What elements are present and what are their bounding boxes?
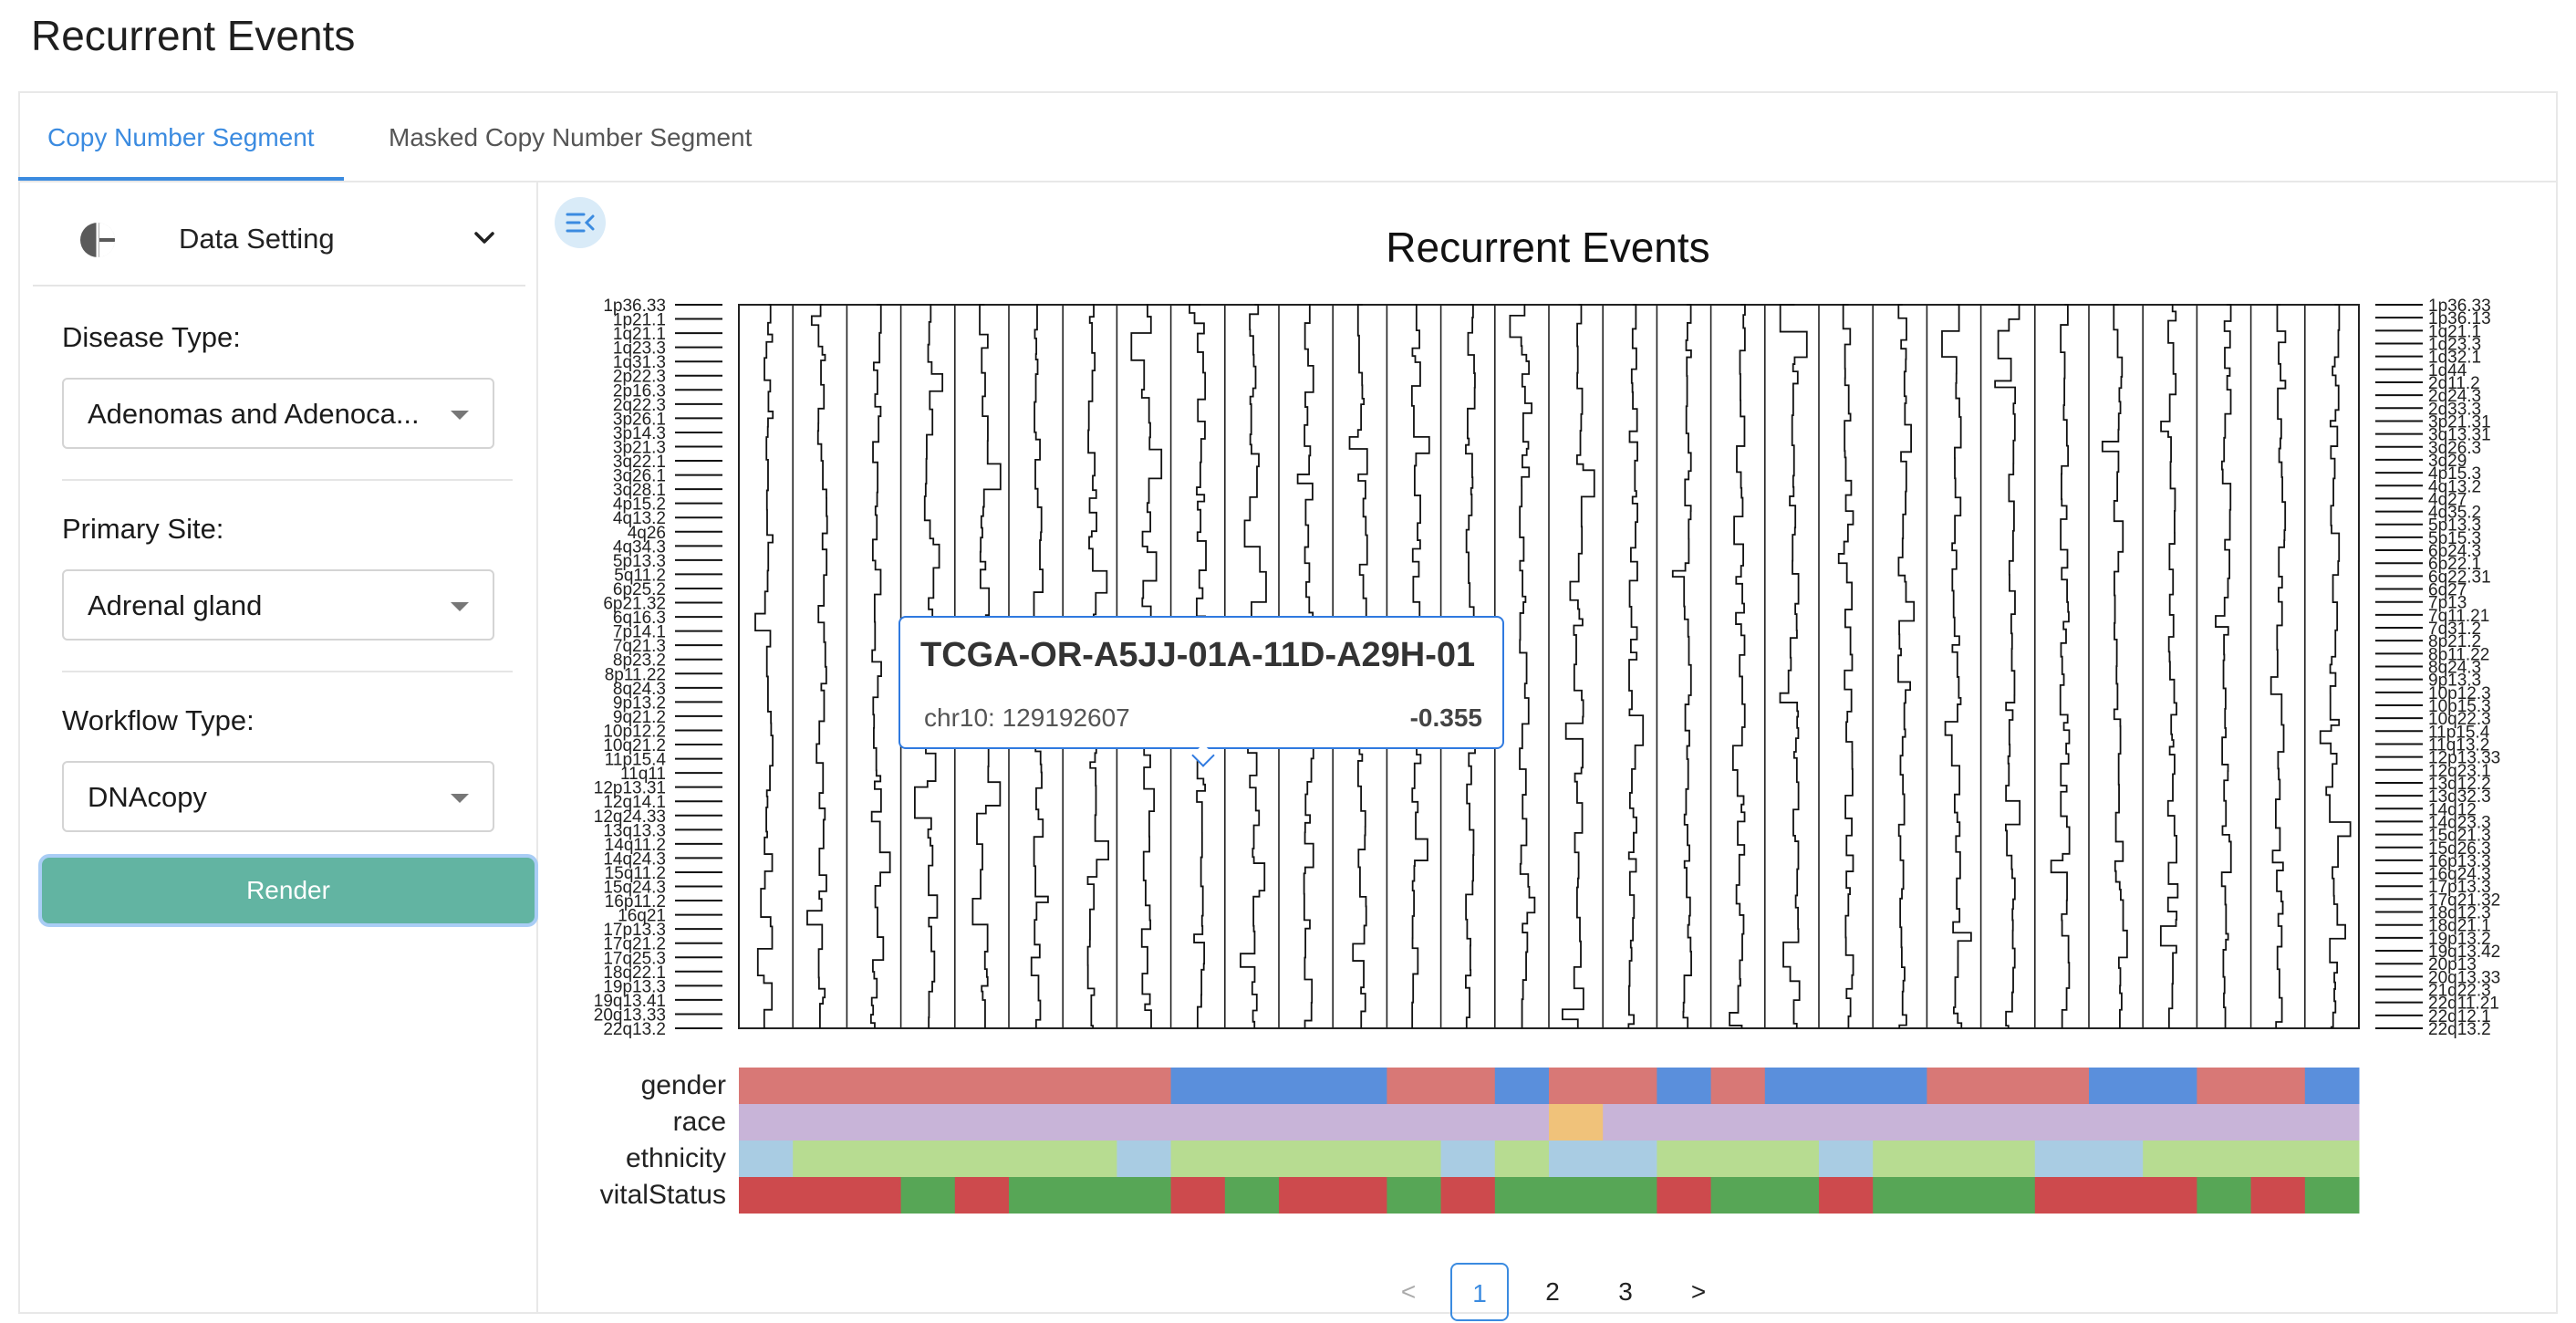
primary-site-label: Primary Site: (62, 513, 224, 545)
sidebar: Data Setting Disease Type: Adenomas and … (18, 182, 538, 1314)
divider (62, 671, 513, 672)
render-button[interactable]: Render (42, 858, 535, 923)
tab-bar: Copy Number Segment Masked Copy Number S… (18, 91, 2558, 182)
pie-chart-icon (80, 221, 115, 259)
data-setting-header[interactable]: Data Setting (33, 199, 525, 286)
divider (62, 479, 513, 481)
workflow-type-label: Workflow Type: (62, 704, 254, 736)
disease-type-label: Disease Type: (62, 321, 241, 353)
sample-tooltip: TCGA-OR-A5JJ-01A-11D-A29H-01 chr10: 1291… (898, 616, 1504, 749)
tooltip-position: chr10: 129192607 (924, 703, 1130, 732)
tooltip-sample-id: TCGA-OR-A5JJ-01A-11D-A29H-01 (920, 636, 1476, 674)
collapse-sidebar-button[interactable] (555, 197, 606, 248)
chevron-down-icon[interactable] (469, 223, 500, 254)
collapse-sidebar-icon (566, 213, 595, 233)
primary-site-value: Adrenal gland (88, 589, 263, 621)
next-page-button[interactable]: > (1690, 1277, 1707, 1306)
caret-down-icon (451, 794, 469, 803)
main-panel: Recurrent Events (538, 182, 2558, 1314)
page-button-2[interactable]: 2 (1545, 1277, 1560, 1306)
tooltip-value: -0.355 (1409, 703, 1482, 732)
page-button-3[interactable]: 3 (1618, 1277, 1633, 1306)
page-button-1[interactable]: 1 (1450, 1263, 1509, 1321)
caret-down-icon (451, 602, 469, 611)
tab-copy-number-segment[interactable]: Copy Number Segment (18, 91, 344, 181)
primary-site-select[interactable]: Adrenal gland (62, 569, 494, 641)
page-title: Recurrent Events (31, 12, 356, 59)
caret-down-icon (451, 411, 469, 420)
workflow-type-select[interactable]: DNAcopy (62, 761, 494, 832)
disease-type-select[interactable]: Adenomas and Adenoca... (62, 378, 494, 449)
workflow-type-value: DNAcopy (88, 781, 207, 813)
chart-title: Recurrent Events (1386, 224, 1710, 271)
tab-masked-copy-number-segment[interactable]: Masked Copy Number Segment (389, 123, 753, 151)
disease-type-value: Adenomas and Adenoca... (88, 398, 420, 430)
data-setting-label: Data Setting (179, 223, 335, 255)
prev-page-button[interactable]: < (1400, 1277, 1417, 1306)
